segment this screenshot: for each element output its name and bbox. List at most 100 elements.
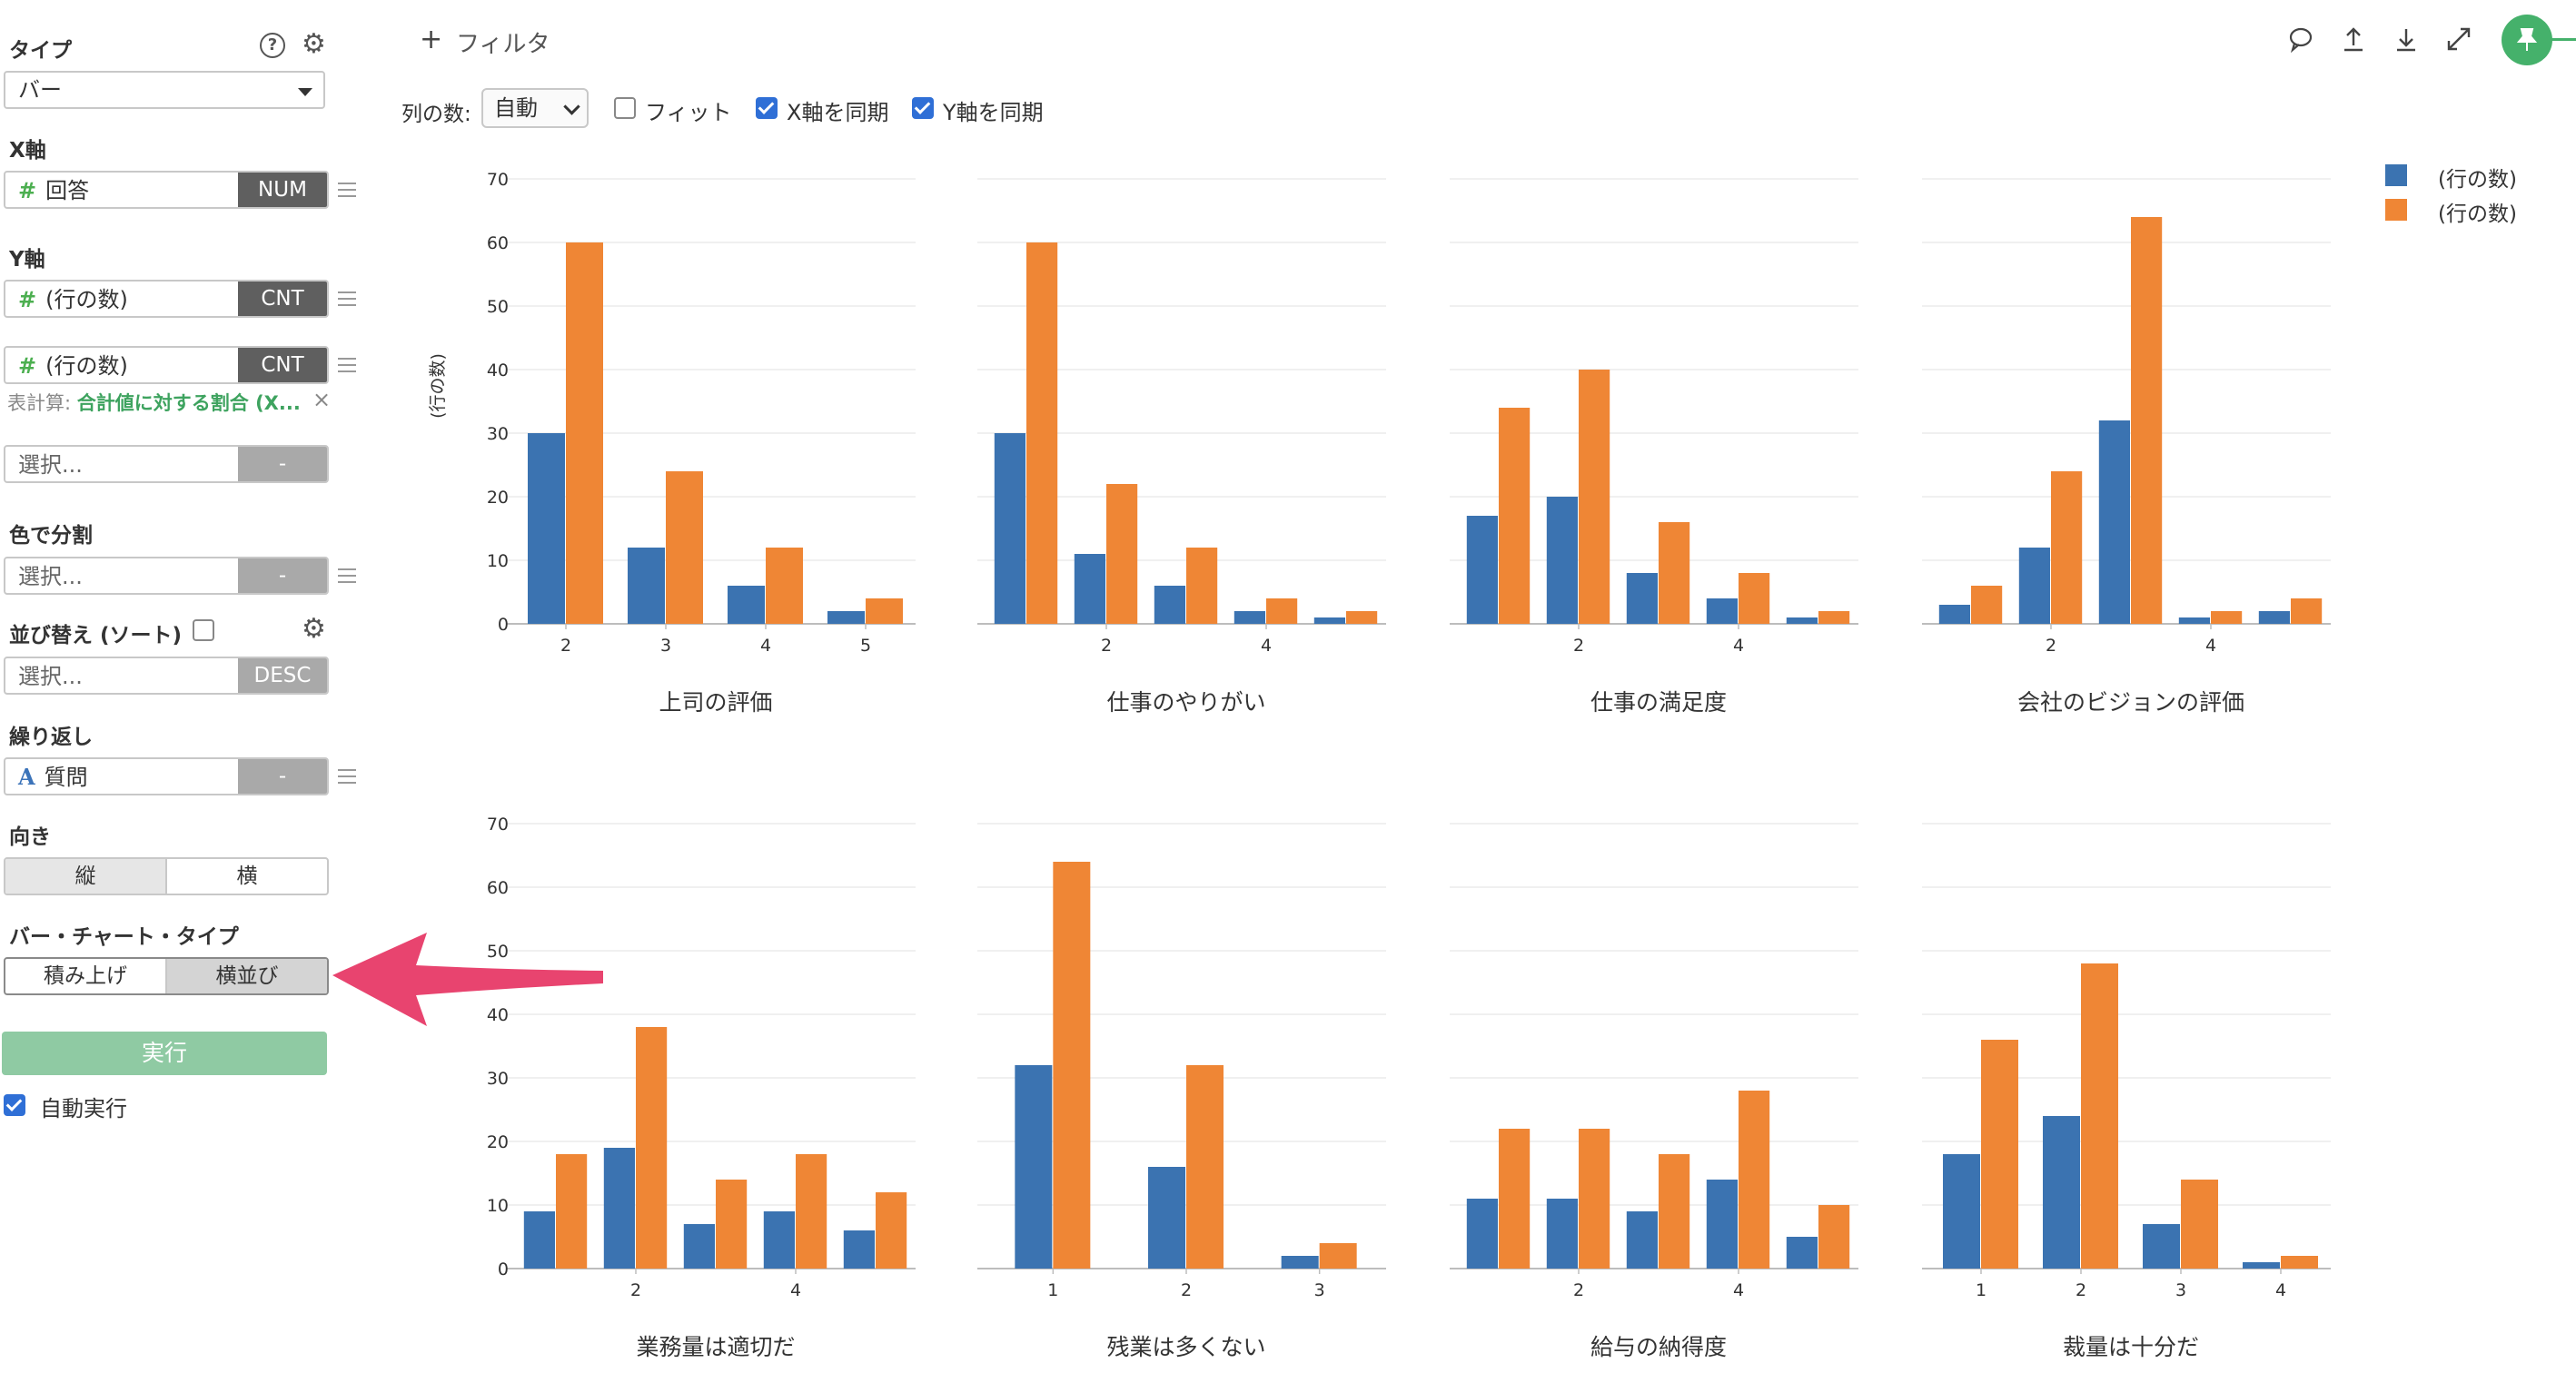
bar [827, 611, 865, 624]
y-axis-add-select[interactable]: 選択... - [4, 445, 329, 483]
columns-select[interactable]: 自動 [481, 88, 589, 128]
x-tick-label: 2 [1101, 636, 1112, 656]
bar [2018, 548, 2050, 624]
bar [1015, 1065, 1053, 1269]
x-tick-label: 2 [560, 636, 571, 656]
bar [1786, 1237, 1818, 1269]
bar [766, 548, 803, 624]
plus-icon[interactable]: + [420, 24, 443, 55]
x-tick-label: 1 [1047, 1280, 1058, 1300]
auto-run-checkbox[interactable] [4, 1094, 25, 1116]
bar-type-stacked-option[interactable]: 積み上げ [44, 964, 127, 988]
color-split-select[interactable]: 選択... - [4, 557, 329, 595]
bar [763, 1211, 795, 1269]
table-calc-link[interactable]: 合計値に対する割合 (X... [76, 392, 301, 414]
repeat-menu-icon[interactable] [338, 769, 356, 784]
orientation-horizontal-option[interactable]: 横 [165, 859, 327, 894]
comment-icon[interactable] [2287, 25, 2314, 59]
bar [2043, 1116, 2080, 1269]
fit-checkbox[interactable] [614, 97, 636, 119]
bar [1706, 598, 1738, 624]
sort-checkbox[interactable] [193, 619, 214, 641]
repeat-field-tag[interactable]: - [238, 759, 327, 794]
sort-direction-tag[interactable]: DESC [238, 658, 327, 693]
bar [728, 586, 765, 624]
x-tick-label: 2 [1181, 1280, 1192, 1300]
filter-button[interactable]: フィルタ [456, 31, 550, 58]
bar [1981, 1040, 2018, 1269]
type-gear-icon[interactable]: ⚙ [302, 28, 326, 60]
x-axis-aggregation-tag[interactable]: NUM [238, 173, 327, 207]
bar-type-side-by-side-option[interactable]: 横並び [165, 959, 327, 993]
panel-title: 仕事のやりがい [1106, 689, 1265, 716]
number-type-icon: # [18, 287, 37, 312]
y-axis-field-1[interactable]: # (行の数) CNT [4, 280, 329, 318]
y-axis-1-aggregation-tag[interactable]: CNT [238, 282, 327, 316]
y-tick-label: 70 [487, 815, 509, 835]
y-axis-1-menu-icon[interactable] [338, 291, 356, 306]
bar [876, 1192, 907, 1269]
pin-icon[interactable] [2502, 15, 2552, 65]
bar [1579, 370, 1610, 624]
bar-type-toggle: 積み上げ 横並び [4, 957, 329, 995]
x-tick-label: 4 [2205, 636, 2216, 656]
bar [2281, 1256, 2318, 1269]
expand-icon[interactable] [2445, 25, 2472, 59]
bar [1499, 1129, 1531, 1269]
y-axis-field-2[interactable]: # (行の数) CNT [4, 346, 329, 384]
y-tick-label: 10 [487, 1196, 509, 1216]
bar [843, 1230, 875, 1269]
repeat-field[interactable]: A 質問 - [4, 757, 329, 795]
bar [1938, 605, 1970, 624]
bar [1026, 242, 1058, 624]
legend-swatch-series-2 [2385, 199, 2407, 221]
help-icon[interactable]: ? [260, 33, 285, 58]
sort-gear-icon[interactable]: ⚙ [302, 613, 326, 645]
y-axis-add-tag[interactable]: - [238, 447, 327, 481]
bar [1466, 516, 1498, 624]
x-axis-menu-icon[interactable] [338, 183, 356, 197]
orientation-toggle: 縦 横 [4, 857, 329, 895]
y-axis-2-menu-icon[interactable] [338, 358, 356, 372]
panel-title: 裁量は十分だ [2063, 1334, 2199, 1360]
number-type-icon: # [18, 178, 37, 203]
orientation-vertical-option[interactable]: 縦 [5, 859, 165, 894]
bar [2131, 217, 2163, 624]
text-type-icon: A [18, 764, 35, 790]
x-axis-field-name: 回答 [45, 178, 90, 203]
bar [1186, 1065, 1224, 1269]
bar [1626, 573, 1658, 624]
x-tick-label: 4 [790, 1280, 801, 1300]
y-axis-2-aggregation-tag[interactable]: CNT [238, 348, 327, 382]
bar [1499, 408, 1531, 624]
type-select[interactable]: バー [4, 71, 325, 109]
y-tick-label: 30 [487, 1069, 509, 1089]
close-icon[interactable]: × [312, 387, 332, 412]
x-tick-label: 2 [2046, 636, 2056, 656]
y-tick-label: 40 [487, 361, 509, 380]
panel-title: 残業は多くない [1106, 1334, 1265, 1360]
bar [1971, 586, 2003, 624]
bar-type-label: バー・チャート・タイプ [9, 925, 239, 949]
download-icon[interactable] [2393, 25, 2420, 59]
bar [603, 1148, 635, 1269]
x-axis-field[interactable]: # 回答 NUM [4, 171, 329, 209]
x-tick-label: 5 [860, 636, 871, 656]
x-tick-label: 3 [2175, 1280, 2186, 1300]
color-split-placeholder: 選択... [18, 564, 83, 589]
legend-label-series-2: (行の数) [2438, 202, 2517, 226]
bar [1706, 1180, 1738, 1269]
pin-connector [2551, 38, 2576, 41]
run-button[interactable]: 実行 [2, 1032, 327, 1075]
sync-y-checkbox[interactable] [912, 97, 934, 119]
bar [1626, 1211, 1658, 1269]
upload-icon[interactable] [2340, 25, 2367, 59]
sort-select[interactable]: 選択... DESC [4, 657, 329, 695]
sync-x-checkbox[interactable] [756, 97, 778, 119]
color-split-menu-icon[interactable] [338, 568, 356, 583]
x-tick-label: 3 [1314, 1280, 1325, 1300]
color-split-tag[interactable]: - [238, 558, 327, 593]
y-tick-label: 50 [487, 942, 509, 962]
y-tick-label: 20 [487, 488, 509, 508]
